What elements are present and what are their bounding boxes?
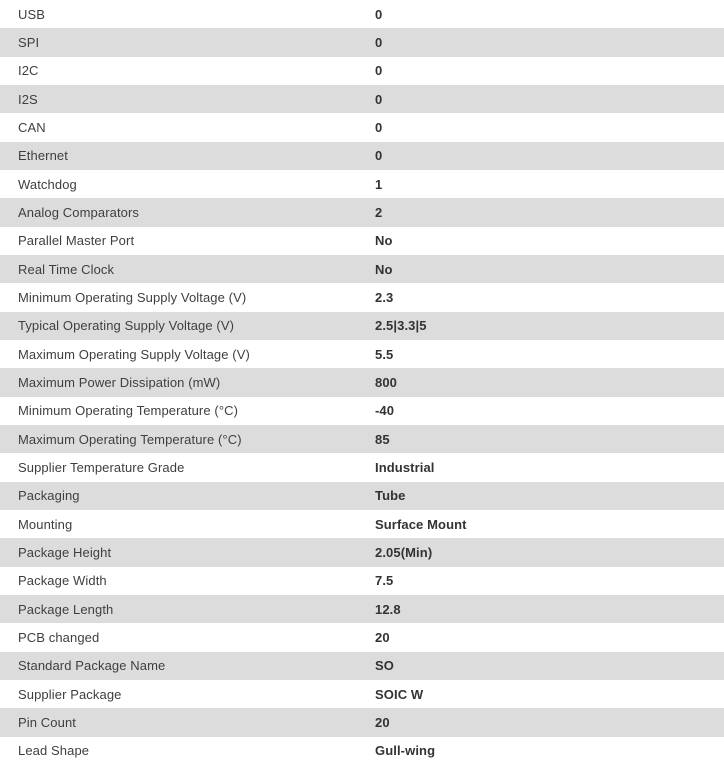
spec-value: SOIC W — [375, 686, 424, 702]
spec-value: No — [375, 233, 393, 249]
spec-row-i2c: I2C 0 — [0, 56, 724, 85]
spec-row-pin-count: Pin Count 20 — [0, 708, 724, 737]
spec-value: 2.5|3.3|5 — [375, 318, 427, 334]
spec-label: Ethernet — [18, 148, 68, 164]
spec-row-supplier-package: Supplier Package SOIC W — [0, 679, 724, 709]
spec-row-supplier-temp-grade: Supplier Temperature Grade Industrial — [0, 453, 724, 482]
spec-value: 0 — [375, 34, 383, 50]
spec-label: Watchdog — [18, 176, 77, 192]
spec-row-max-supply-voltage: Maximum Operating Supply Voltage (V) 5.5 — [0, 339, 724, 369]
spec-row-pcb-changed: PCB changed 20 — [0, 623, 724, 652]
spec-row-mounting: Mounting Surface Mount — [0, 509, 724, 539]
spec-row-standard-package-name: Standard Package Name SO — [0, 651, 724, 680]
spec-row-package-width: Package Width 7.5 — [0, 566, 724, 595]
spec-row-max-operating-temp: Maximum Operating Temperature (°C) 85 — [0, 424, 724, 454]
spec-row-i2s: I2S 0 — [0, 84, 724, 114]
spec-row-lead-shape: Lead Shape Gull-wing — [0, 736, 724, 765]
spec-label: Packaging — [18, 488, 80, 504]
spec-label: Mounting — [18, 516, 73, 532]
spec-value: No — [375, 261, 393, 277]
spec-label: Package Height — [18, 544, 112, 560]
spec-value: 800 — [375, 374, 397, 390]
spec-value: 0 — [375, 119, 383, 135]
spec-row-package-height: Package Height 2.05(Min) — [0, 538, 724, 567]
spec-value: 20 — [375, 629, 390, 645]
spec-label: Supplier Package — [18, 686, 122, 702]
spec-row-min-operating-temp: Minimum Operating Temperature (°C) -40 — [0, 396, 724, 425]
spec-value: 2 — [375, 204, 383, 220]
spec-value: 7.5 — [375, 573, 394, 589]
spec-label: Real Time Clock — [18, 261, 115, 277]
spec-value: 85 — [375, 431, 390, 447]
spec-value: 0 — [375, 91, 383, 107]
spec-value: 1 — [375, 176, 383, 192]
spec-label: USB — [18, 6, 46, 22]
spec-label: Package Length — [18, 601, 114, 617]
spec-value: 2.3 — [375, 289, 394, 305]
spec-value: -40 — [375, 403, 395, 419]
spec-label: PCB changed — [18, 629, 100, 645]
spec-label: Pin Count — [18, 714, 76, 730]
spec-row-spi: SPI 0 — [0, 28, 724, 57]
spec-value: 0 — [375, 148, 383, 164]
spec-label: Standard Package Name — [18, 658, 166, 674]
spec-label: Maximum Power Dissipation (mW) — [18, 374, 221, 390]
spec-label: Maximum Operating Supply Voltage (V) — [18, 346, 250, 362]
spec-value: 0 — [375, 63, 383, 79]
spec-row-parallel-master-port: Parallel Master Port No — [0, 226, 724, 255]
spec-label: Lead Shape — [18, 743, 90, 759]
spec-value: 0 — [375, 6, 383, 22]
spec-label: Typical Operating Supply Voltage (V) — [18, 318, 235, 334]
spec-row-typ-supply-voltage: Typical Operating Supply Voltage (V) 2.5… — [0, 311, 724, 340]
spec-label: Package Width — [18, 573, 107, 589]
spec-label: Minimum Operating Supply Voltage (V) — [18, 289, 247, 305]
spec-label: Maximum Operating Temperature (°C) — [18, 431, 242, 447]
spec-label: I2C — [18, 63, 39, 79]
spec-value: Tube — [375, 488, 406, 504]
spec-row-ethernet: Ethernet 0 — [0, 141, 724, 170]
spec-value: SO — [375, 658, 394, 674]
spec-label: Analog Comparators — [18, 204, 140, 220]
spec-row-watchdog: Watchdog 1 — [0, 169, 724, 199]
spec-value: 12.8 — [375, 601, 401, 617]
spec-row-packaging: Packaging Tube — [0, 481, 724, 510]
spec-label: Supplier Temperature Grade — [18, 459, 185, 475]
spec-value: Industrial — [375, 459, 435, 475]
spec-label: Minimum Operating Temperature (°C) — [18, 403, 239, 419]
spec-row-analog-comparators: Analog Comparators 2 — [0, 198, 724, 227]
spec-label: Parallel Master Port — [18, 233, 135, 249]
spec-row-max-power-dissipation: Maximum Power Dissipation (mW) 800 — [0, 368, 724, 397]
spec-label: SPI — [18, 34, 40, 50]
spec-value: Surface Mount — [375, 516, 467, 532]
spec-value: 5.5 — [375, 346, 394, 362]
spec-value: 2.05(Min) — [375, 544, 433, 560]
spec-label: I2S — [18, 91, 38, 107]
spec-value: 20 — [375, 714, 390, 730]
spec-row-real-time-clock: Real Time Clock No — [0, 254, 724, 284]
spec-label: CAN — [18, 119, 46, 135]
spec-row-usb: USB 0 — [0, 0, 724, 29]
spec-row-can: CAN 0 — [0, 113, 724, 142]
spec-value: Gull-wing — [375, 743, 436, 759]
spec-row-min-supply-voltage: Minimum Operating Supply Voltage (V) 2.3 — [0, 283, 724, 312]
spec-row-package-length: Package Length 12.8 — [0, 594, 724, 624]
